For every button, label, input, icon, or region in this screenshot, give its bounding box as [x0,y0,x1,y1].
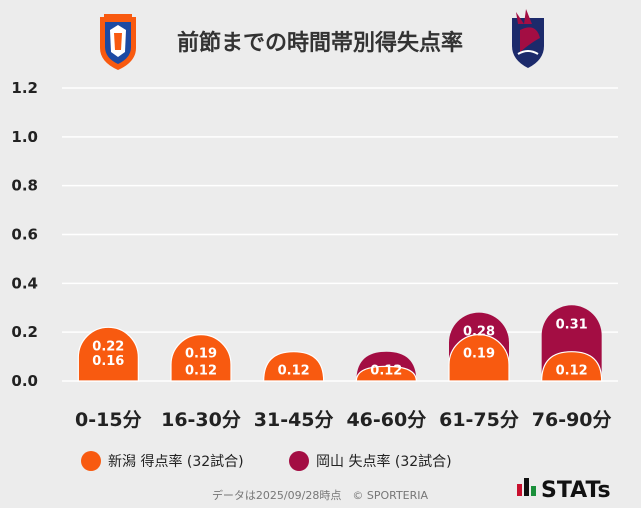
value-labels: 0.160.22 0.12 0.19 0.12 0.12 0.28 0.19 0.31 0.12 [92,317,587,378]
fagiano-okayama-emblem-icon [512,9,544,68]
legend-away-swatch [289,451,309,471]
x-tick-label: 31-45分 [254,409,334,431]
albirex-niigata-emblem-icon [100,14,136,70]
bars [77,305,603,382]
stats-brand: STATs [541,478,611,503]
y-tick-label: 1.2 [11,79,38,97]
legend-away-label: 岡山 失点率 (32試合) [316,453,452,470]
y-tick-label: 1.0 [11,128,38,146]
footer-note: データは2025/09/28時点 © SPORTERIA [212,488,429,502]
away-value-label: 0.12 [370,364,402,379]
y-tick-label: 0.0 [11,372,38,390]
y-tick-label: 0.4 [11,274,38,292]
x-tick-label: 76-90分 [532,409,612,431]
stats-logo: STATs [517,478,611,503]
away-value-label: 0.12 [185,364,217,379]
away-value-label: 0.28 [463,325,495,340]
away-value-label: 0.16 [92,354,124,369]
home-value-label: 0.19 [463,347,495,362]
home-bar [541,351,603,382]
y-tick-label: 0.2 [11,323,38,341]
legend: 新潟 得点率 (32試合) 岡山 失点率 (32試合) [81,451,452,471]
stats-bars-icon [517,478,536,496]
x-axis-ticks: 0-15分 16-30分 31-45分 46-60分 61-75分 76-90分 [75,409,611,431]
home-bar [263,351,325,382]
gridlines [62,87,618,382]
home-bar [77,326,139,382]
away-value-label: 0.31 [556,317,588,332]
x-tick-label: 61-75分 [439,409,519,431]
home-bar [355,365,417,382]
x-tick-label: 16-30分 [161,409,241,431]
home-value-label: 0.12 [556,364,588,379]
y-axis-ticks: 0.0 0.2 0.4 0.6 0.8 1.0 1.2 [11,79,38,390]
legend-home-swatch [81,451,101,471]
home-bar [170,334,232,382]
home-value-label: 0.12 [278,364,310,379]
y-tick-label: 0.8 [11,177,38,195]
home-bar [448,334,510,382]
chart-title: 前節までの時間帯別得失点率 [177,30,463,56]
home-value-label: 0.22 [92,339,124,354]
x-tick-label: 0-15分 [75,409,142,431]
legend-home-label: 新潟 得点率 (32試合) [108,453,244,470]
x-tick-label: 46-60分 [346,409,426,431]
y-tick-label: 0.6 [11,226,38,244]
home-value-label: 0.19 [185,347,217,362]
